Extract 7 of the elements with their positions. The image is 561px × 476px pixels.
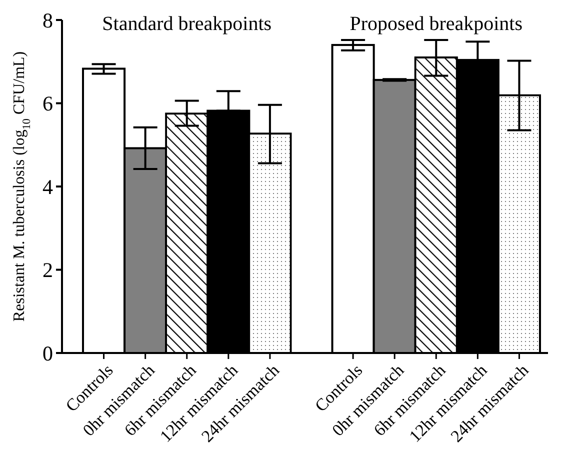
y-tick-label: 6 (42, 92, 53, 116)
y-tick-label: 2 (42, 258, 53, 282)
y-tick-label: 8 (42, 8, 53, 32)
y-tick-label: 0 (42, 341, 53, 366)
annotation: Proposed breakpoints (350, 13, 523, 35)
y-tick-label: 4 (42, 174, 54, 199)
annotation: Standard breakpoints (102, 13, 272, 35)
